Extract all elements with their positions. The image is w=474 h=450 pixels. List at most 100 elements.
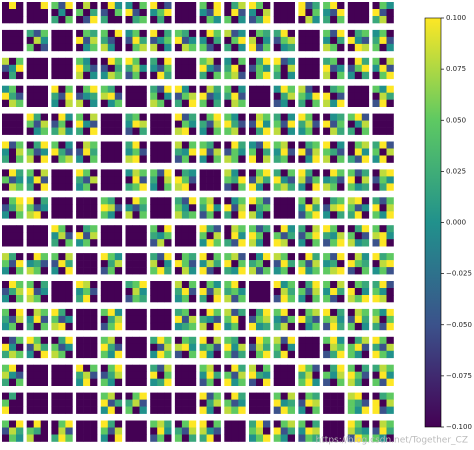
cell [206,371,214,379]
cell [9,204,17,212]
cell [174,225,183,233]
cell [139,281,147,289]
cell [132,434,140,442]
cell [107,288,116,296]
cell [33,308,41,317]
cell [107,260,116,268]
cell [199,399,207,407]
cell [150,232,158,240]
cell [337,378,345,386]
cell [213,378,221,386]
cell [273,36,281,45]
cell [287,85,295,93]
cell [83,141,91,149]
cell [231,92,239,100]
cell [312,260,320,268]
cell [16,392,24,400]
cell [379,197,387,205]
cell [83,16,91,24]
cell [33,113,41,121]
cell [181,322,190,331]
cell [40,399,48,407]
cell [76,239,84,247]
cell [256,267,264,275]
cell [199,281,207,289]
cell [40,57,48,66]
cell [107,85,116,93]
cell [26,392,34,400]
cell [249,64,257,73]
cell [273,127,281,135]
cell [58,211,66,219]
cell [273,239,281,247]
cell [238,322,246,331]
cell [157,148,165,156]
cell [150,211,158,219]
cell [181,343,190,352]
cell [330,211,338,219]
cell [40,176,48,184]
cell [347,113,356,121]
cell [83,427,91,435]
cell [213,43,221,52]
cell [114,225,123,233]
cell [132,378,140,386]
cell [132,211,140,219]
cell [312,9,320,17]
cell [164,155,172,163]
cell [305,169,313,177]
cell [224,141,232,149]
cell [100,176,109,184]
cell [199,120,207,128]
cell [33,169,41,177]
cell [181,378,190,386]
cell [150,169,158,177]
cell [139,43,147,52]
cell [58,336,66,345]
cell [354,169,363,177]
cell [150,127,158,135]
cell [40,288,48,296]
cell [107,155,116,163]
cell [330,183,338,191]
cell [256,57,264,66]
cell [58,420,66,428]
cell [33,225,41,233]
cell [9,176,17,184]
cell [361,288,370,296]
cell [372,169,380,177]
cell [213,371,221,379]
cell [181,288,190,296]
cell [256,155,264,163]
cell [386,308,394,317]
cell [386,336,394,345]
cell [263,36,271,45]
cell [249,169,257,177]
cell [174,57,183,66]
cell [347,43,356,52]
cell [379,169,387,177]
cell [132,113,140,121]
cell [26,260,34,268]
cell [125,99,133,107]
cell [361,113,370,121]
cell [90,36,98,45]
cell [287,64,295,73]
cell [256,183,264,191]
cell [249,295,257,303]
cell [273,232,281,240]
cell [40,141,48,149]
cell [2,113,10,121]
cell [33,336,41,345]
cell [330,232,338,240]
cell [107,281,116,289]
cell [33,434,41,442]
cell [188,2,197,10]
cell [188,232,197,240]
cell [114,343,123,352]
cell [132,364,140,372]
cell [40,183,48,191]
cell [206,315,214,324]
cell [199,9,207,17]
cell [287,343,295,352]
